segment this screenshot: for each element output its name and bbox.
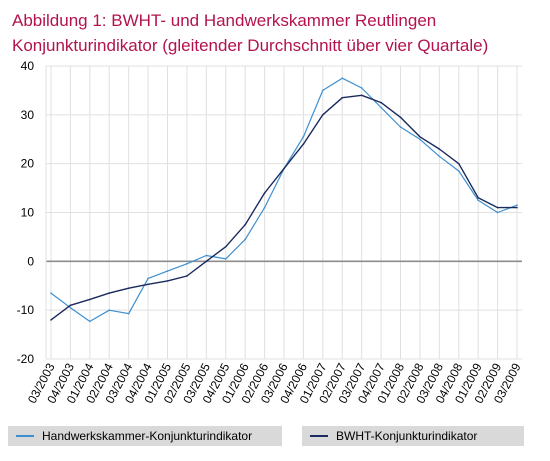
data-point-bwht bbox=[516, 206, 518, 209]
data-point-bwht bbox=[419, 136, 421, 138]
data-point-bwht bbox=[380, 101, 382, 104]
data-point-handwerkskammer bbox=[322, 89, 324, 92]
data-point-handwerkskammer bbox=[496, 211, 499, 214]
data-point-bwht bbox=[89, 298, 91, 301]
data-point-bwht bbox=[477, 197, 479, 199]
data-point-handwerkskammer bbox=[457, 170, 460, 172]
data-point-bwht bbox=[69, 304, 72, 307]
data-point-handwerkskammer bbox=[186, 262, 188, 265]
data-point-bwht bbox=[147, 283, 149, 286]
data-point-bwht bbox=[322, 114, 324, 116]
data-point-handwerkskammer bbox=[477, 199, 479, 202]
legend-label-bwht: BWHT-Konjunkturindikator bbox=[336, 429, 478, 443]
chart-title-line-2: Konjunkturindikator (gleitender Durchsch… bbox=[12, 36, 489, 55]
data-point-handwerkskammer bbox=[380, 106, 382, 109]
y-tick-label: 30 bbox=[21, 108, 35, 122]
legend-label-handwerkskammer: Handwerkskammer-Konjunkturindikator bbox=[42, 429, 253, 443]
data-point-handwerkskammer bbox=[127, 312, 130, 315]
data-point-bwht bbox=[496, 206, 499, 209]
data-point-handwerkskammer bbox=[205, 254, 208, 257]
y-tick-label: -10 bbox=[17, 303, 35, 317]
data-point-handwerkskammer bbox=[341, 77, 344, 80]
data-point-bwht bbox=[166, 280, 169, 282]
data-point-handwerkskammer bbox=[69, 306, 72, 309]
data-point-bwht bbox=[205, 260, 208, 263]
chart-title: Abbildung 1: BWHT- und Handwerkskammer R… bbox=[12, 8, 542, 58]
data-point-handwerkskammer bbox=[224, 258, 227, 260]
data-point-bwht bbox=[127, 287, 130, 289]
data-point-handwerkskammer bbox=[419, 138, 421, 141]
data-point-bwht bbox=[438, 148, 441, 150]
data-point-handwerkskammer bbox=[244, 238, 246, 241]
legend-item-handwerkskammer: Handwerkskammer-Konjunkturindikator bbox=[8, 426, 282, 446]
data-point-handwerkskammer bbox=[516, 204, 518, 206]
data-point-handwerkskammer bbox=[399, 126, 402, 128]
data-point-handwerkskammer bbox=[360, 87, 363, 89]
legend-swatch-bwht bbox=[310, 435, 328, 437]
y-tick-label: 10 bbox=[21, 206, 35, 220]
data-point-handwerkskammer bbox=[166, 270, 169, 272]
chart-title-line-1: Abbildung 1: BWHT- und Handwerkskammer R… bbox=[12, 11, 437, 30]
y-tick-label: -20 bbox=[17, 352, 35, 366]
data-point-bwht bbox=[457, 162, 460, 165]
data-point-bwht bbox=[244, 223, 246, 226]
data-point-handwerkskammer bbox=[438, 155, 441, 158]
legend-item-bwht: BWHT-Konjunkturindikator bbox=[302, 426, 524, 446]
data-point-bwht bbox=[108, 292, 111, 294]
data-point-bwht bbox=[302, 143, 305, 145]
y-tick-label: 0 bbox=[27, 254, 34, 268]
data-point-handwerkskammer bbox=[108, 309, 111, 311]
data-point-bwht bbox=[263, 192, 266, 194]
data-point-bwht bbox=[399, 116, 402, 119]
y-tick-label: 20 bbox=[21, 157, 35, 171]
data-point-handwerkskammer bbox=[263, 206, 266, 209]
data-point-bwht bbox=[283, 167, 285, 170]
legend-swatch-handwerkskammer bbox=[16, 435, 34, 437]
data-point-bwht bbox=[186, 275, 188, 277]
y-tick-label: 40 bbox=[21, 59, 35, 73]
data-point-bwht bbox=[224, 245, 227, 248]
data-point-handwerkskammer bbox=[50, 292, 52, 294]
data-point-bwht bbox=[50, 319, 52, 321]
data-point-bwht bbox=[360, 94, 363, 97]
data-point-handwerkskammer bbox=[147, 277, 149, 280]
data-point-handwerkskammer bbox=[89, 320, 91, 323]
data-point-handwerkskammer bbox=[302, 136, 305, 138]
data-point-bwht bbox=[341, 96, 344, 99]
